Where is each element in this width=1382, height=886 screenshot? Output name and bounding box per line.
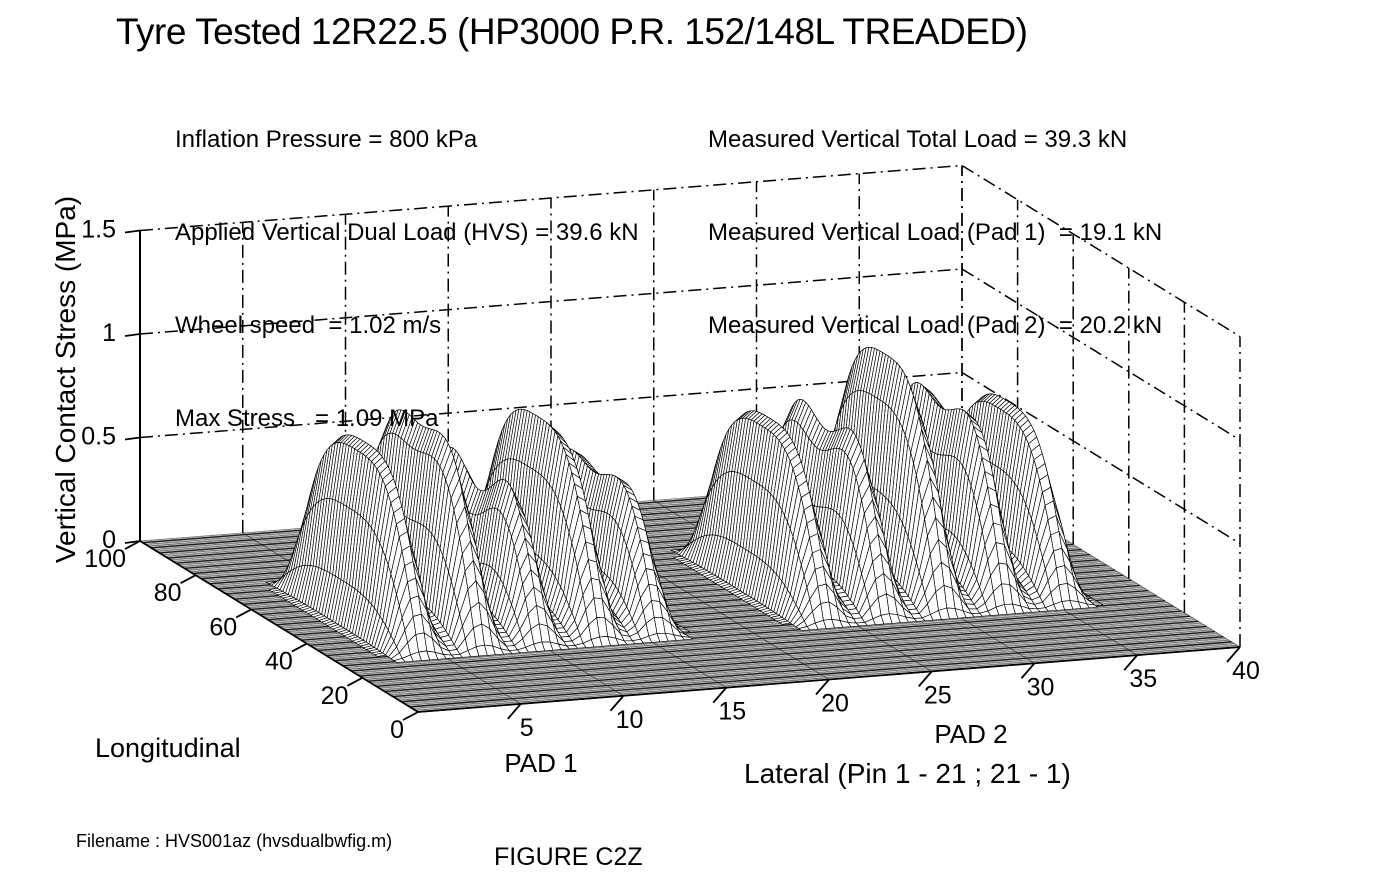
pad-1-surface [265,408,694,663]
x-tick [609,695,625,712]
x-tick [712,687,727,704]
z-tick-label: 1 [102,319,116,347]
pad-1-label: PAD 1 [504,748,578,778]
x-axis-title: Lateral (Pin 1 - 21 ; 21 - 1) [744,758,1071,789]
x-tick-label: 35 [1129,665,1157,693]
z-tick-label: 0.5 [81,423,116,451]
y-tick-label: 0 [390,716,404,744]
y-tick [291,642,308,653]
x-tick-label: 40 [1232,657,1260,685]
mesh-cell [374,652,386,657]
floor-grid-line [150,539,429,712]
floor-grid-line [170,538,449,710]
y-tick-label: 60 [209,613,237,641]
x-tick [815,678,830,696]
x-tick-label: 25 [924,681,952,709]
y-axis-title: Longitudinal [95,733,241,763]
inflation-pressure-text: Inflation Pressure = 800 kPa [175,126,478,153]
x-tick-label: 15 [718,698,746,726]
y-tick-label: 80 [154,579,182,607]
y-tick-label: 100 [84,545,126,573]
measured-pad1-load-text: Measured Vertical Load (Pad 1) = 19.1 kN [708,219,1163,246]
measured-pad2-load-text: Measured Vertical Load (Pad 2) = 20.2 kN [708,312,1163,339]
z-tick [124,436,141,441]
z-tick [124,333,141,337]
x-tick [1123,654,1138,671]
y-tick [180,574,197,584]
measured-loads-block: Measured Vertical Total Load = 39.3 kN M… [708,62,1162,372]
x-tick [918,670,933,687]
x-tick-label: 20 [821,690,849,718]
measured-total-load-text: Measured Vertical Total Load = 39.3 kN [708,126,1128,153]
y-tick [346,677,363,687]
z-axis-title: Vertical Contact Stress (MPa) [50,195,81,564]
y-tick [235,608,252,619]
floor-grid-line [160,539,439,711]
z-tick-label: 0 [102,526,116,554]
test-parameters-block: Inflation Pressure = 800 kPa Applied Ver… [175,62,639,465]
x-tick-label: 10 [616,706,644,734]
figure-caption: FIGURE C2Z [494,843,643,871]
pad-2-label: PAD 2 [934,719,1008,749]
floor-grid-line [180,537,460,709]
y-tick-label: 20 [321,682,349,710]
wheel-speed-text: Wheel speed = 1.02 m/s [175,312,442,339]
y-tick-label: 40 [265,648,293,676]
x-tick [1020,662,1036,679]
y-tick [402,711,419,721]
x-tick [1226,646,1241,663]
x-tick [507,703,522,720]
max-stress-text: Max Stress = 1.09 MPa [175,405,439,432]
y-tick [124,540,141,550]
z-tick-label: 1.5 [81,216,116,244]
chart-title: Tyre Tested 12R22.5 (HP3000 P.R. 152/148… [116,11,1028,52]
z-tick [124,229,141,234]
x-tick-label: 30 [1027,673,1055,701]
pad-2-surface [670,346,1104,631]
axes: 0 0.5 1 1.5 0 20 40 60 80 100 5 10 15 20 25 30 35 40 [81,216,1260,745]
x-tick-label: 5 [520,714,534,742]
mesh-cell [393,658,406,663]
applied-load-text: Applied Vertical Dual Load (HVS) = 39.6 … [175,219,639,246]
filename-caption: Filename : HVS001az (hvsdualbwfig.m) [76,831,393,851]
